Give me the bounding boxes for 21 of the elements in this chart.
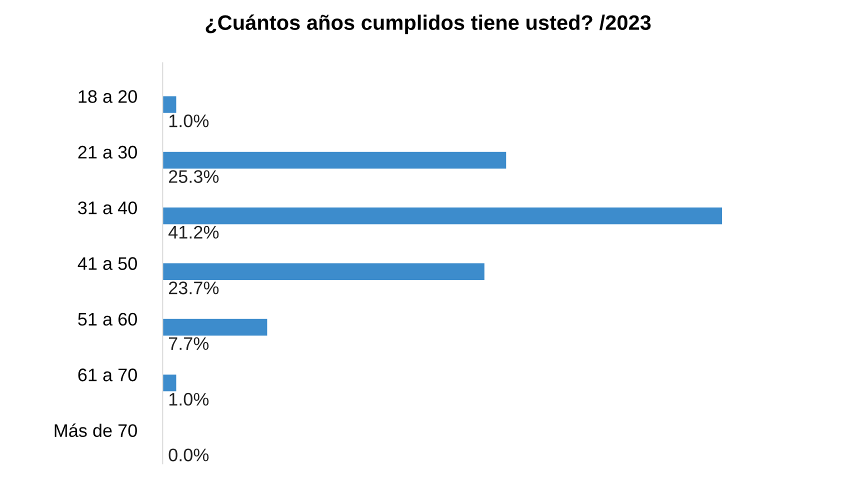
- data-label: 25.3%: [168, 170, 219, 183]
- y-tick-label: 51 a 60: [78, 312, 137, 326]
- data-label: 23.7%: [168, 282, 219, 294]
- bar: [162, 374, 176, 392]
- bar: [162, 263, 484, 280]
- y-tick-label: 41 a 50: [78, 257, 137, 270]
- bar: [162, 96, 176, 113]
- bar: [162, 208, 722, 224]
- data-label: 41.2%: [168, 226, 219, 239]
- bar: [162, 152, 506, 169]
- data-label: 7.7%: [168, 337, 209, 350]
- y-tick-label: 61 a 70: [78, 368, 137, 382]
- chart-title: ¿Cuántos años cumplidos tiene usted? /2023: [206, 14, 651, 34]
- y-tick-label: Más de 70: [54, 424, 137, 437]
- data-label: 1.0%: [169, 114, 209, 128]
- data-label: 1.0%: [169, 392, 209, 406]
- data-label: 0.0%: [168, 448, 209, 462]
- bar: [162, 318, 268, 336]
- y-tick-label: 18 a 20: [78, 90, 137, 103]
- y-tick-label: 21 a 30: [78, 146, 137, 159]
- y-tick-label: 31 a 40: [78, 201, 137, 214]
